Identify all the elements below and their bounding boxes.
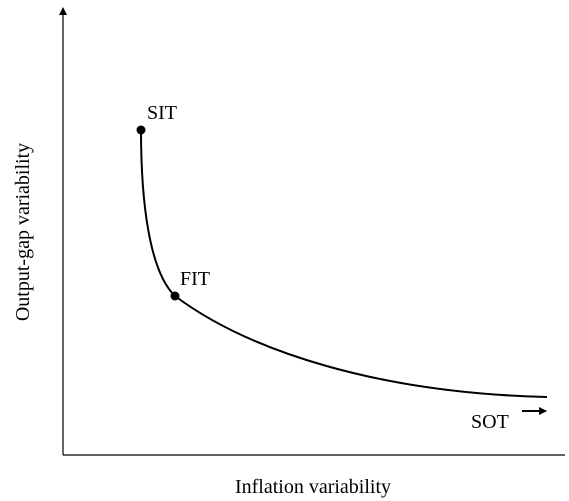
annotation: SOT: [471, 411, 509, 433]
frontier-curve: [140, 129, 548, 398]
fit-point: [170, 291, 180, 301]
y-axis-label: Output-gap variability: [12, 143, 34, 321]
point-label: SIT: [147, 102, 177, 124]
x-axis-label: Inflation variability: [235, 476, 391, 498]
point-label: FIT: [180, 268, 210, 290]
sit-point: [136, 125, 146, 135]
